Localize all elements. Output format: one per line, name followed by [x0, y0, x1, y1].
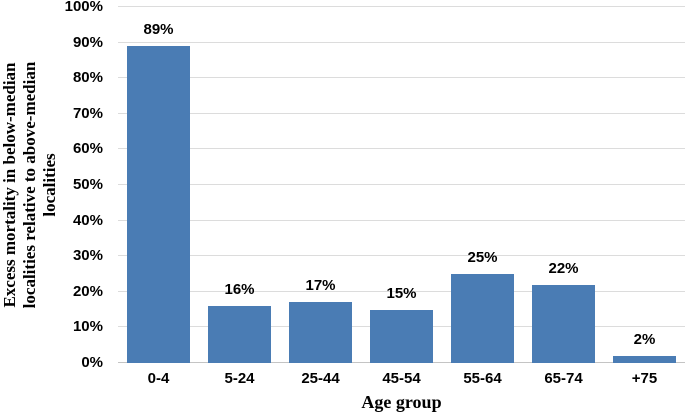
bar-0-4: [126, 46, 191, 363]
x-axis-category-labels: 0-4 5-24 25-44 45-54 55-64 65-74 +75: [118, 370, 685, 387]
y-tick-label: 70%: [72, 104, 103, 122]
gridline: [118, 112, 685, 114]
gridline: [118, 255, 685, 257]
y-axis-tick-labels: 0% 10% 20% 30% 40% 50% 60% 70% 80% 90% 100%: [0, 0, 103, 371]
bar-series: 89% 16% 17% 15% 25% 22% 2%: [118, 7, 685, 363]
bar-slot: 25%: [442, 7, 523, 363]
x-axis-title: Age group: [361, 392, 442, 412]
y-tick-label: 90%: [72, 33, 103, 51]
y-tick-label: 80%: [72, 69, 103, 87]
y-tick-label: 40%: [72, 211, 103, 229]
plot-area: 89% 16% 17% 15% 25% 22% 2%: [118, 6, 685, 363]
bar-25-44: [288, 302, 353, 363]
y-tick-label: 60%: [72, 140, 103, 158]
bar-slot: 89%: [118, 7, 199, 363]
bar-value-label: 25%: [467, 249, 498, 266]
y-tick-label: 10%: [72, 318, 103, 336]
bar-slot: 16%: [199, 7, 280, 363]
bar-+75: [612, 355, 677, 363]
bar-5-24: [207, 306, 272, 363]
y-tick-label: 0%: [81, 354, 103, 371]
gridline: [118, 184, 685, 185]
gridline: [118, 41, 685, 43]
bar-value-label: 22%: [548, 259, 579, 277]
bar-55-64: [450, 274, 515, 363]
category-label: 0-4: [147, 370, 170, 387]
category-label: 45-54: [382, 370, 421, 387]
gridline: [118, 6, 685, 7]
bar-slot: 2%: [604, 7, 685, 363]
category-label: 55-64: [463, 370, 502, 387]
bar-slot: 17%: [280, 7, 361, 363]
bar-value-label: 15%: [386, 284, 417, 302]
bar-65-74: [531, 284, 596, 363]
bar-slot: 15%: [361, 7, 442, 363]
category-label: 5-24: [224, 370, 255, 387]
gridline: [118, 77, 685, 79]
category-label: +75: [631, 370, 658, 387]
gridline: [118, 219, 685, 221]
gridline: [118, 148, 685, 150]
y-tick-label: 50%: [72, 176, 103, 193]
bar-value-label: 17%: [305, 277, 336, 295]
bar-value-label: 16%: [224, 281, 255, 299]
gridline: [118, 290, 685, 292]
category-label: 25-44: [301, 370, 340, 387]
y-tick-label: 30%: [72, 247, 103, 265]
y-tick-label: 100%: [64, 0, 103, 15]
bar-slot: 22%: [523, 7, 604, 363]
y-tick-label: 20%: [72, 282, 103, 300]
bar-value-label: 89%: [143, 21, 174, 39]
category-label: 65-74: [544, 370, 583, 387]
bar-value-label: 2%: [633, 330, 656, 348]
bar-45-54: [369, 309, 434, 363]
